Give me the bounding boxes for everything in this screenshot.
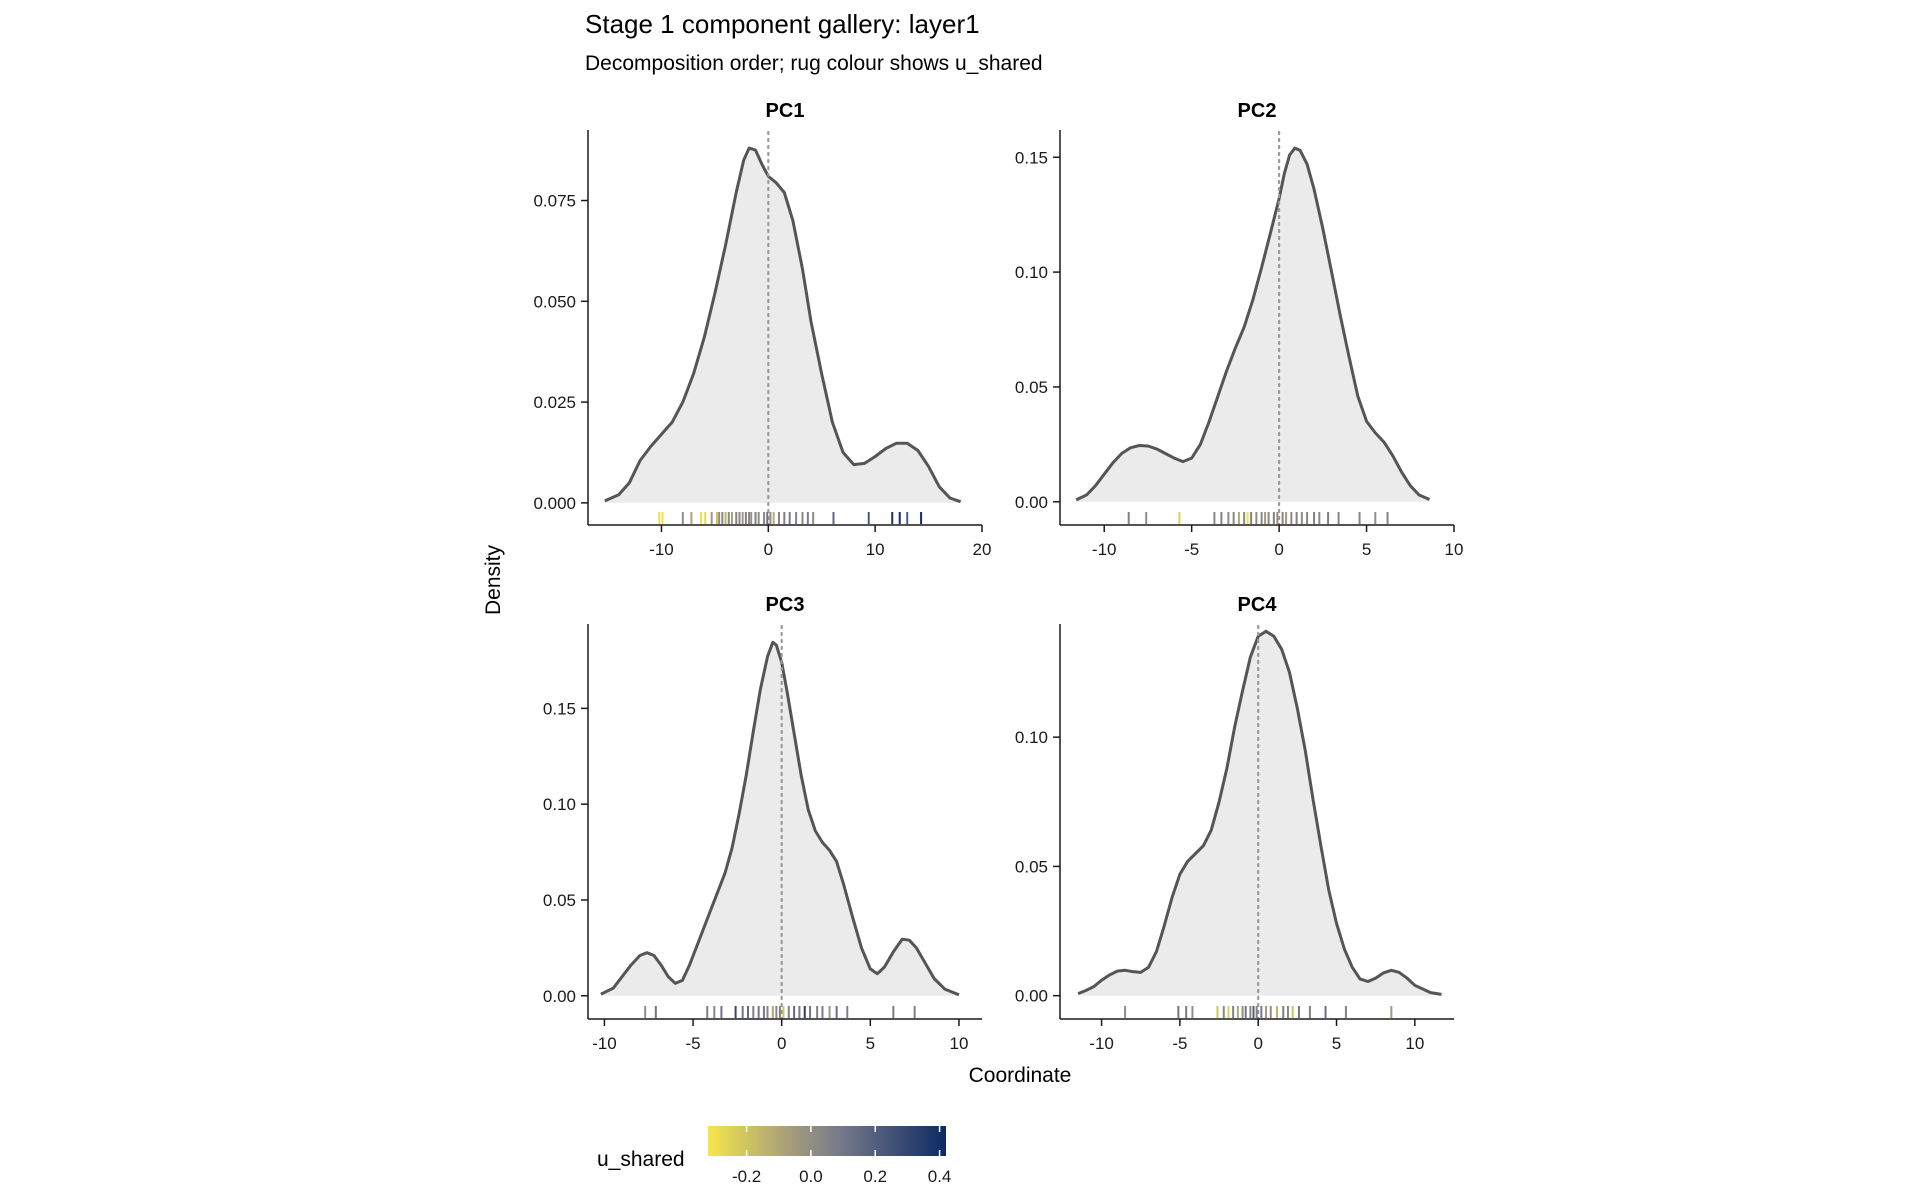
x-tick-label: 5 (1332, 1034, 1341, 1053)
y-tick-label: 0.05 (1015, 857, 1048, 876)
legend-title: u_shared (597, 1148, 685, 1171)
y-tick-label: 0.075 (533, 192, 576, 211)
x-tick-label: 10 (949, 1034, 968, 1053)
panel-title-pc3: PC3 (766, 594, 805, 616)
color-legend: u_shared -0.2 0.0 0.2 0.4 (597, 1126, 951, 1186)
x-tick-label: -5 (1184, 540, 1199, 559)
x-tick-label: -5 (1172, 1034, 1187, 1053)
chart-title: Stage 1 component gallery: layer1 (585, 9, 980, 39)
panel-title-pc1: PC1 (766, 100, 805, 122)
y-tick-label: 0.00 (1015, 493, 1048, 512)
y-tick-label: 0.10 (543, 795, 576, 814)
density-curve-pc4 (1077, 629, 1442, 996)
y-tick-label: 0.05 (543, 891, 576, 910)
legend-tick-label: 0.0 (799, 1167, 823, 1186)
y-axis-title: Density (482, 544, 505, 615)
x-tick-label: 0 (764, 540, 773, 559)
x-tick-label: 0 (1253, 1034, 1262, 1053)
y-tick-label: 0.10 (1015, 263, 1048, 282)
panel-pc4: PC4 0.00 0.05 0.10 -10 -5 0 5 10 (1015, 594, 1454, 1053)
panel-pc2: PC2 0.00 0.05 0.10 0.15 -10 -5 0 5 10 (1015, 100, 1464, 559)
density-area-pc4 (1078, 631, 1442, 996)
x-tick-label: 0 (1274, 540, 1283, 559)
y-tick-label: 0.00 (543, 987, 576, 1006)
panel-pc1: PC1 0.000 0.025 0.050 0.075 -10 0 10 20 (533, 100, 991, 559)
density-area-pc3 (600, 642, 959, 996)
y-tick-label: 0.10 (1015, 728, 1048, 747)
y-tick-label: 0.050 (533, 292, 576, 311)
y-tick-label: 0.00 (1015, 987, 1048, 1006)
y-tick-label: 0.05 (1015, 378, 1048, 397)
density-curve-pc2 (1075, 146, 1431, 502)
x-tick-label: 20 (973, 540, 992, 559)
chart-subtitle: Decomposition order; rug colour shows u_… (585, 52, 1043, 75)
x-tick-label: -10 (1092, 540, 1117, 559)
x-tick-label: 10 (1405, 1034, 1424, 1053)
density-curve-pc3 (600, 640, 960, 997)
density-area-pc2 (1076, 148, 1430, 502)
x-tick-label: -5 (685, 1034, 700, 1053)
legend-ticks: -0.2 0.0 0.2 0.4 (732, 1126, 951, 1186)
x-tick-label: 5 (1362, 540, 1371, 559)
density-curve-pc1 (604, 146, 962, 504)
x-tick-label: 0 (777, 1034, 786, 1053)
x-tick-label: 10 (866, 540, 885, 559)
x-tick-label: 10 (1445, 540, 1464, 559)
panel-title-pc2: PC2 (1238, 100, 1277, 122)
x-tick-label: -10 (649, 540, 674, 559)
y-tick-label: 0.025 (533, 393, 576, 412)
density-area-pc1 (604, 148, 961, 503)
x-tick-label: 5 (866, 1034, 875, 1053)
panel-pc3: PC3 0.00 0.05 0.10 0.15 -10 -5 0 5 10 (543, 594, 982, 1053)
x-tick-label: -10 (1089, 1034, 1114, 1053)
x-tick-label: -10 (592, 1034, 617, 1053)
x-axis-title: Coordinate (969, 1064, 1072, 1087)
y-tick-label: 0.15 (543, 699, 576, 718)
legend-tick-label: 0.4 (928, 1167, 952, 1186)
y-tick-label: 0.000 (533, 494, 576, 513)
legend-tick-label: -0.2 (732, 1167, 761, 1186)
y-tick-label: 0.15 (1015, 148, 1048, 167)
panel-title-pc4: PC4 (1238, 594, 1278, 616)
legend-colorbar (708, 1126, 946, 1156)
legend-tick-label: 0.2 (863, 1167, 887, 1186)
